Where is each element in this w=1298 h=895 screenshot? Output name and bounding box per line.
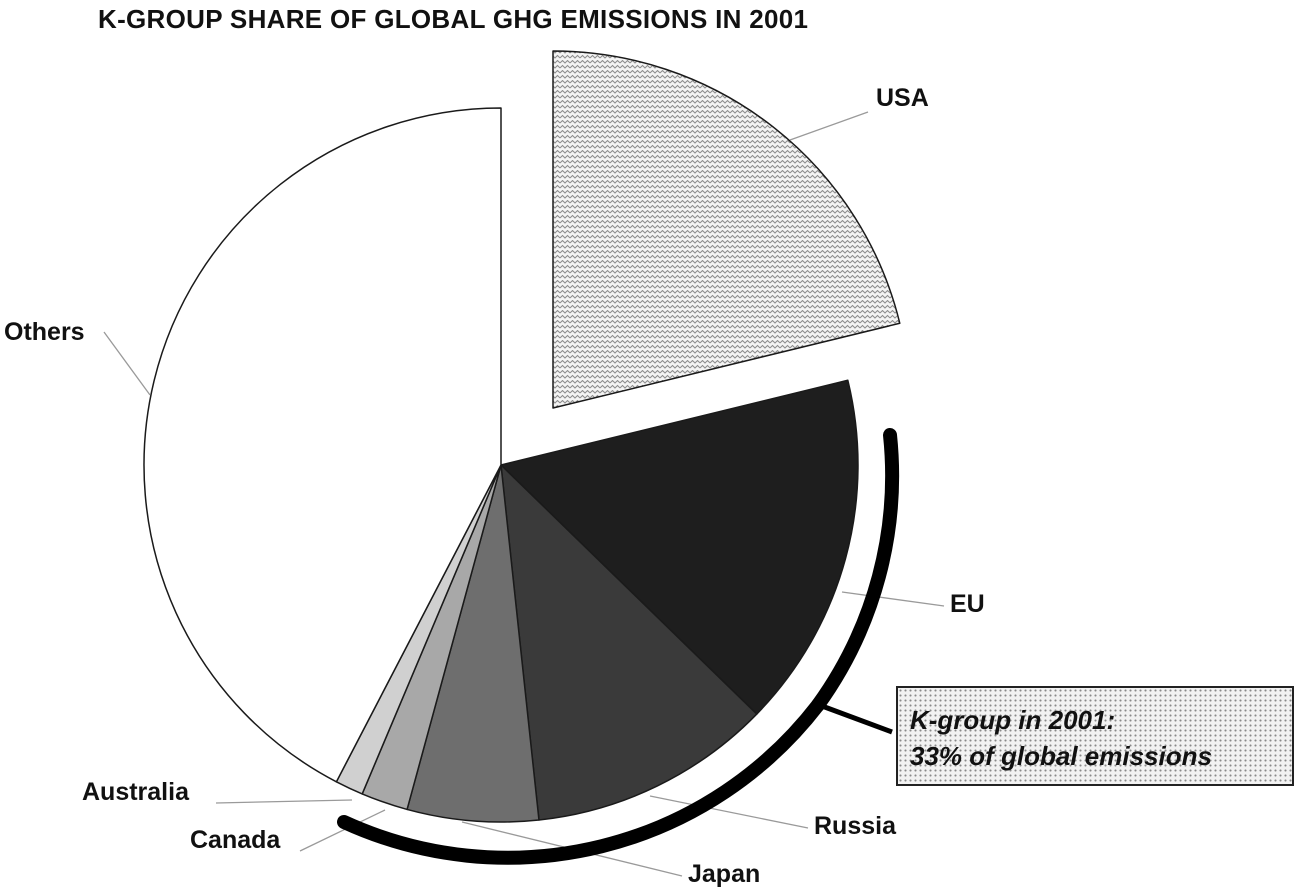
slice-label-eu: EU [950,590,985,618]
leader-line-others [103,331,151,396]
leader-line-australia [215,799,353,804]
slice-label-japan: Japan [688,860,760,888]
slice-usa [552,50,901,409]
callout-connector [821,703,893,735]
slice-eu [500,379,859,715]
chart-title: K-GROUP SHARE OF GLOBAL GHG EMISSIONS IN… [98,4,809,34]
callout-line-2: 33% of global emissions [910,741,1212,771]
leader-line-russia [649,795,809,829]
leader-line-usa [789,111,869,141]
slice-label-others: Others [4,318,85,346]
slice-label-russia: Russia [814,812,897,840]
leader-line-eu [841,591,945,607]
k-group-callout: K-group in 2001: 33% of global emissions [896,686,1294,786]
k-group-bracket [811,428,900,712]
slice-label-usa: USA [876,84,929,112]
k-group-bracket-lower [337,698,825,865]
slice-label-canada: Canada [190,826,281,854]
callout-line-1: K-group in 2001: [910,705,1116,735]
slice-japan [406,464,540,823]
slice-others [143,107,502,783]
leader-line-canada [299,809,386,852]
slice-russia [500,464,758,821]
slice-label-australia: Australia [82,778,190,806]
